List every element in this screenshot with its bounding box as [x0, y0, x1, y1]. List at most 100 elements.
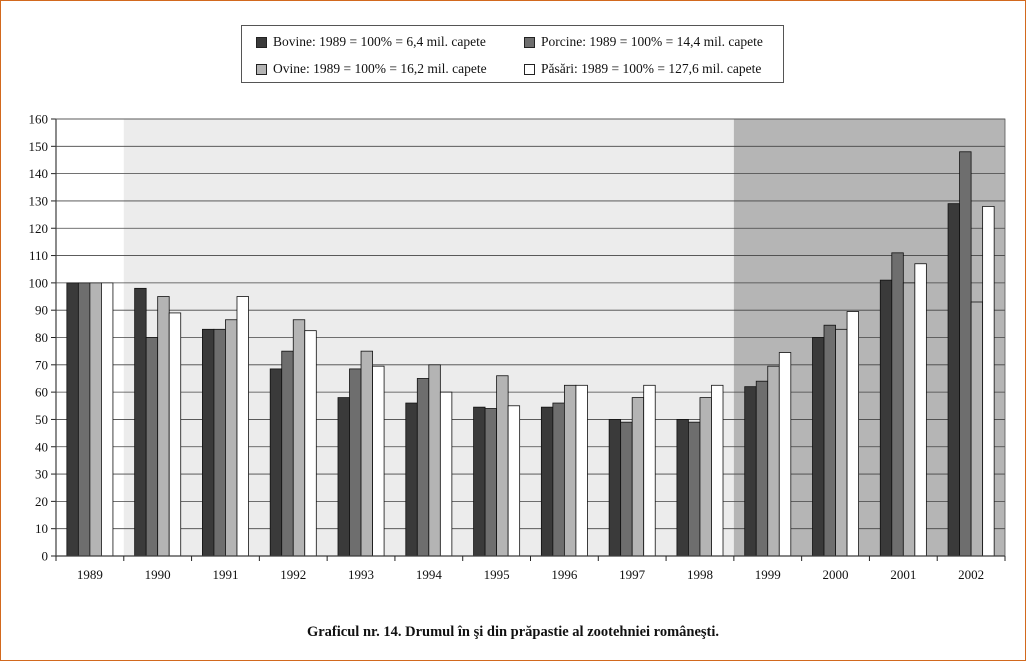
y-tick-label: 160: [29, 112, 49, 127]
bar-1992-3: [304, 330, 317, 557]
bar-2001-0: [879, 279, 893, 557]
y-tick-label: 140: [29, 166, 49, 181]
legend-label-bovine: Bovine: 1989 = 100% = 6,4 mil. capete: [273, 34, 486, 49]
chart-legend: Bovine: 1989 = 100% = 6,4 mil. capete Po…: [241, 25, 784, 83]
x-tick-label-1990: 1990: [145, 567, 171, 582]
bar-1998-2: [699, 397, 712, 557]
bar-1995-1: [484, 408, 498, 557]
legend-swatch-pasari: [524, 63, 535, 75]
bar-1990-1: [145, 337, 159, 557]
bar-1995-0: [473, 406, 486, 557]
bar-2000-3: [846, 311, 859, 557]
bar-1999-0: [744, 386, 757, 557]
y-tick-label: 70: [35, 357, 48, 372]
legend-item-porcine: Porcine: 1989 = 100% = 14,4 mil. capete: [524, 34, 763, 50]
y-tick-label: 60: [35, 385, 48, 400]
y-tick-label: 10: [35, 521, 48, 536]
x-tick-label-1992: 1992: [280, 567, 306, 582]
bar-2002-2: [970, 301, 984, 557]
bar-1990-3: [168, 312, 182, 557]
y-tick-label: 120: [29, 221, 49, 236]
y-tick-label: 110: [29, 248, 48, 263]
y-tick-label: 40: [35, 439, 48, 454]
bar-1992-2: [292, 319, 306, 557]
bar-1998-0: [676, 419, 689, 557]
bar-2000-0: [812, 337, 825, 557]
bar-1993-0: [337, 397, 350, 557]
bar-1997-3: [643, 384, 656, 557]
bar-1990-2: [157, 296, 170, 557]
bar-1996-0: [540, 406, 554, 557]
x-tick-label-2000: 2000: [823, 567, 849, 582]
bar-2002-1: [959, 151, 972, 557]
x-tick-label-1993: 1993: [348, 567, 374, 582]
x-tick-label-1998: 1998: [687, 567, 713, 582]
x-tick-label-1994: 1994: [416, 567, 443, 582]
bar-1992-1: [281, 350, 294, 557]
legend-item-bovine: Bovine: 1989 = 100% = 6,4 mil. capete: [256, 34, 486, 50]
y-tick-label: 0: [42, 549, 49, 564]
bar-1999-2: [767, 365, 780, 557]
bar-2000-1: [823, 324, 836, 557]
bar-1991-0: [202, 328, 215, 557]
bar-1996-1: [552, 402, 565, 557]
legend-swatch-bovine: [256, 36, 267, 48]
y-tick-label: 20: [35, 494, 48, 509]
bar-1995-3: [507, 405, 521, 557]
bar-1994-0: [405, 402, 418, 557]
bar-1991-1: [213, 328, 226, 557]
bar-2001-2: [902, 282, 916, 557]
x-tick-label-1995: 1995: [484, 567, 510, 582]
y-tick-label: 150: [29, 139, 49, 154]
bar-1993-2: [360, 350, 373, 557]
y-tick-label: 100: [29, 275, 49, 290]
bar-1994-2: [428, 364, 441, 557]
legend-swatch-ovine: [256, 63, 267, 75]
bar-1999-3: [778, 352, 792, 557]
bar-1991-2: [225, 319, 238, 557]
y-tick-label: 30: [35, 467, 48, 482]
bar-1994-3: [439, 391, 453, 557]
x-tick-label-1996: 1996: [551, 567, 578, 582]
legend-label-pasari: Păsări: 1989 = 100% = 127,6 mil. capete: [541, 61, 762, 76]
legend-item-ovine: Ovine: 1989 = 100% = 16,2 mil. capete: [256, 61, 487, 77]
bar-1993-1: [349, 368, 362, 557]
bar-1993-3: [372, 365, 385, 557]
bar-1992-0: [269, 368, 283, 557]
bar-2001-1: [891, 252, 904, 557]
bar-1996-2: [563, 384, 577, 557]
bar-1989-1: [77, 282, 91, 557]
bar-1991-3: [236, 296, 249, 557]
y-tick-label: 130: [29, 193, 49, 208]
y-tick-label: 50: [35, 412, 48, 427]
x-tick-label-2001: 2001: [890, 567, 916, 582]
bar-chart: 0 10 20 30 40 50 60 70 80 90 100 110 120 130 140 150 160…: [29, 112, 1006, 582]
bar-1997-2: [631, 397, 645, 557]
chart-caption: Graficul nr. 14. Drumul în şi din prăpas…: [306, 624, 720, 640]
x-tick-label-1989: 1989: [77, 567, 103, 582]
legend-label-ovine: Ovine: 1989 = 100% = 16,2 mil. capete: [273, 61, 487, 76]
x-tick-label-1999: 1999: [755, 567, 781, 582]
bar-1990-0: [134, 287, 147, 557]
bar-1997-0: [608, 419, 622, 557]
bar-2000-2: [835, 328, 848, 557]
legend-item-pasari: Păsări: 1989 = 100% = 127,6 mil. capete: [524, 61, 761, 77]
bar-1999-1: [755, 380, 769, 557]
bar-1998-3: [711, 384, 724, 557]
y-tick-label: 80: [35, 330, 48, 345]
bar-1989-3: [101, 282, 114, 557]
bar-1989-0: [66, 282, 79, 557]
bar-1997-1: [620, 421, 633, 557]
bar-2001-3: [914, 263, 927, 557]
bar-1989-2: [89, 282, 102, 557]
bar-1996-3: [575, 384, 588, 557]
x-tick-label-1997: 1997: [619, 567, 646, 582]
x-tick-label-2002: 2002: [958, 567, 984, 582]
y-tick-label: 90: [35, 303, 48, 318]
legend-label-porcine: Porcine: 1989 = 100% = 14,4 mil. capete: [541, 34, 763, 49]
x-tick-label-1991: 1991: [212, 567, 238, 582]
bar-1995-2: [496, 375, 509, 557]
bar-1998-1: [688, 421, 701, 557]
bar-2002-0: [947, 203, 960, 557]
bar-1994-1: [416, 378, 430, 557]
